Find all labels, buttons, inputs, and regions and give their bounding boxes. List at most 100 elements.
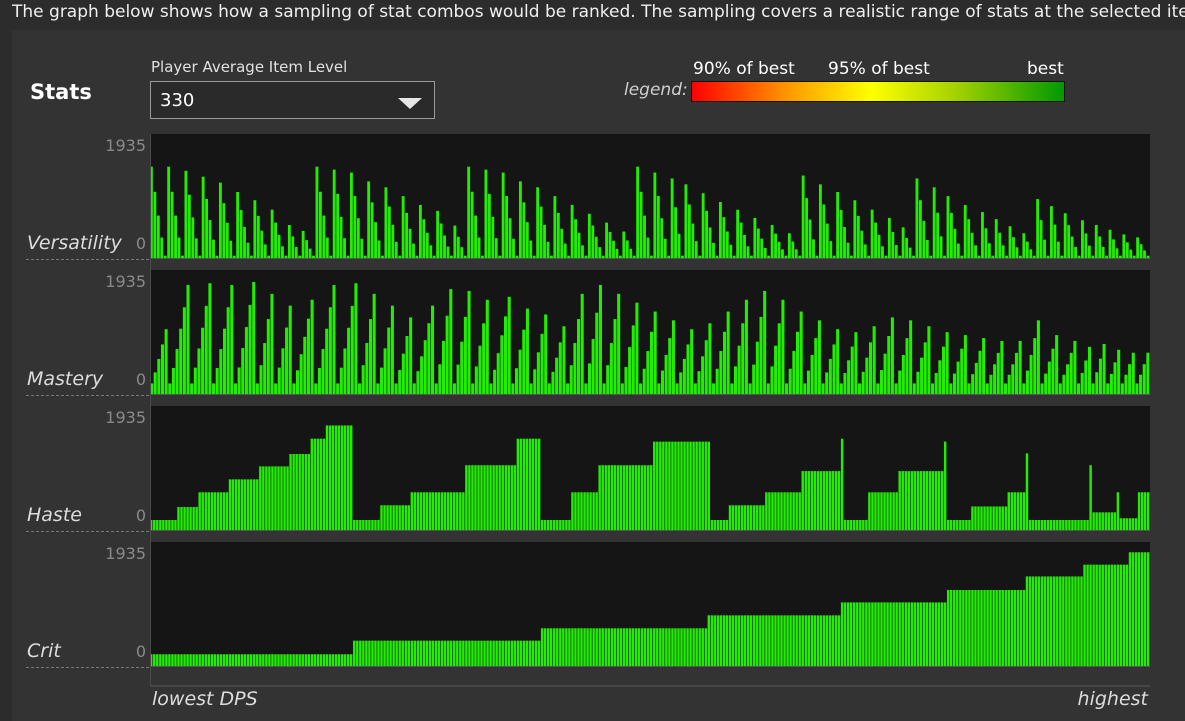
bar <box>887 336 891 394</box>
bar <box>693 383 697 394</box>
bar <box>210 492 214 530</box>
bar <box>743 615 747 666</box>
bar <box>1019 492 1023 530</box>
bar <box>1053 224 1057 258</box>
item-level-select[interactable]: 330 <box>150 81 435 119</box>
bar <box>467 290 471 394</box>
bar <box>1077 576 1080 666</box>
bar <box>679 372 683 394</box>
bar <box>722 519 726 530</box>
bar <box>1050 576 1053 666</box>
bar <box>810 354 814 394</box>
bar <box>1107 512 1111 530</box>
bar <box>628 628 632 666</box>
bar <box>556 212 560 258</box>
bar <box>394 241 398 258</box>
bar <box>187 194 191 258</box>
bar <box>982 338 986 394</box>
bar <box>912 255 915 258</box>
bar <box>677 441 680 530</box>
bar <box>577 492 580 530</box>
bar <box>574 219 577 258</box>
bar <box>650 628 653 666</box>
bar <box>514 368 519 394</box>
bar <box>1067 225 1071 258</box>
bar <box>783 615 786 666</box>
bar <box>608 231 612 258</box>
bar <box>936 212 940 258</box>
bar <box>965 590 968 666</box>
bar <box>968 590 971 666</box>
bar <box>225 654 229 666</box>
bar <box>774 345 778 394</box>
bar <box>350 654 353 666</box>
bar <box>794 249 798 258</box>
bar <box>890 317 894 394</box>
bar <box>259 365 263 394</box>
bar <box>583 628 586 666</box>
bar <box>610 628 614 666</box>
bar <box>267 255 271 258</box>
bar <box>722 217 726 258</box>
bar <box>1092 512 1095 530</box>
bar <box>201 654 204 666</box>
bar <box>598 285 602 394</box>
bar <box>165 654 168 666</box>
bar <box>256 479 259 530</box>
bar <box>1107 564 1111 666</box>
bar <box>383 640 386 666</box>
bar <box>1146 352 1150 394</box>
bar <box>922 602 926 666</box>
bar <box>222 654 226 666</box>
bar <box>356 519 359 530</box>
bar <box>1051 348 1055 394</box>
bar <box>168 654 171 666</box>
bar <box>771 615 774 666</box>
bar <box>325 654 329 666</box>
bar <box>610 465 614 530</box>
bar <box>1083 519 1086 530</box>
bar <box>215 255 219 258</box>
bar <box>1062 374 1066 394</box>
bar <box>525 438 529 530</box>
bar <box>555 357 559 394</box>
bar <box>316 438 320 530</box>
bar <box>629 248 633 258</box>
bar <box>594 236 598 258</box>
bar <box>496 353 500 394</box>
bar <box>256 215 260 258</box>
bar <box>756 615 759 666</box>
bar <box>228 654 232 666</box>
bar <box>219 349 223 394</box>
bar <box>983 506 986 530</box>
bar <box>425 232 429 258</box>
bar <box>270 293 274 394</box>
bar <box>919 471 923 530</box>
bar <box>573 343 577 394</box>
bar <box>1146 552 1150 666</box>
bar <box>179 328 183 394</box>
bar <box>837 615 841 666</box>
bar <box>1025 576 1029 666</box>
bar <box>592 628 595 666</box>
bar <box>1025 453 1029 530</box>
bar <box>705 210 709 258</box>
bar <box>383 505 386 530</box>
bar <box>425 640 429 666</box>
bar <box>482 323 486 394</box>
bar <box>522 438 526 530</box>
bar <box>504 316 508 394</box>
bar <box>189 507 192 530</box>
bar <box>868 602 871 666</box>
bar <box>904 602 907 666</box>
bar <box>222 492 226 530</box>
bar <box>236 192 240 258</box>
bar <box>1056 576 1059 666</box>
bar <box>340 425 344 530</box>
bar <box>871 492 874 530</box>
bar <box>662 441 665 530</box>
bar <box>195 654 198 666</box>
bar <box>462 492 465 530</box>
bar <box>1039 220 1043 258</box>
bar <box>870 209 874 258</box>
